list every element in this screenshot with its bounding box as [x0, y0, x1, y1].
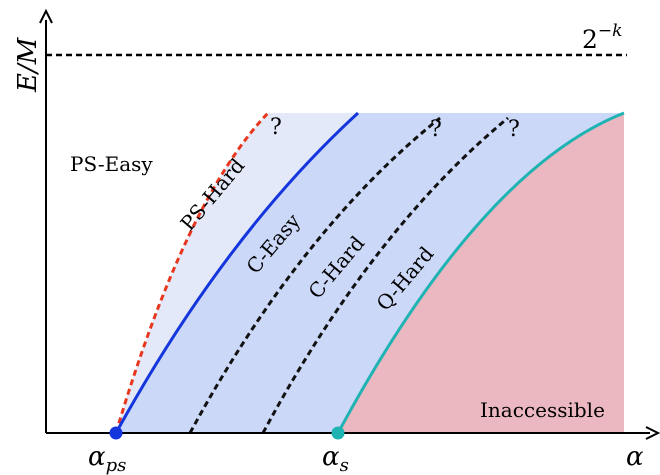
inaccessible-label: Inaccessible — [480, 398, 605, 422]
x-axis-label: α — [626, 442, 644, 472]
threshold-label: 2−k — [582, 21, 622, 54]
c-easy-boundary-curve — [188, 116, 441, 434]
alpha-s-point — [331, 426, 345, 440]
c-hard-unknown-marker: ? — [508, 117, 520, 142]
c-easy-unknown-marker: ? — [430, 117, 442, 142]
ps-hard-boundary-curve — [114, 111, 360, 434]
alpha-s-label: αs — [322, 442, 349, 475]
inaccessible-boundary-curve — [336, 111, 625, 434]
ps-easy-boundary-curve — [114, 111, 270, 434]
ps-easy-label: PS-Easy — [70, 152, 153, 176]
x-axis-arrow — [645, 426, 660, 440]
ps-easy-unknown-marker: ? — [270, 115, 282, 140]
c-hard-boundary-curve — [261, 116, 509, 434]
alpha-ps-point — [109, 426, 123, 440]
alpha-ps-label: αps — [88, 442, 126, 475]
inaccessible-region — [338, 113, 624, 433]
ps-hard-region — [116, 113, 358, 433]
y-axis-arrow — [39, 8, 53, 24]
y-axis-label: E/M — [13, 36, 43, 93]
c-and-q-hard-region — [116, 113, 624, 433]
